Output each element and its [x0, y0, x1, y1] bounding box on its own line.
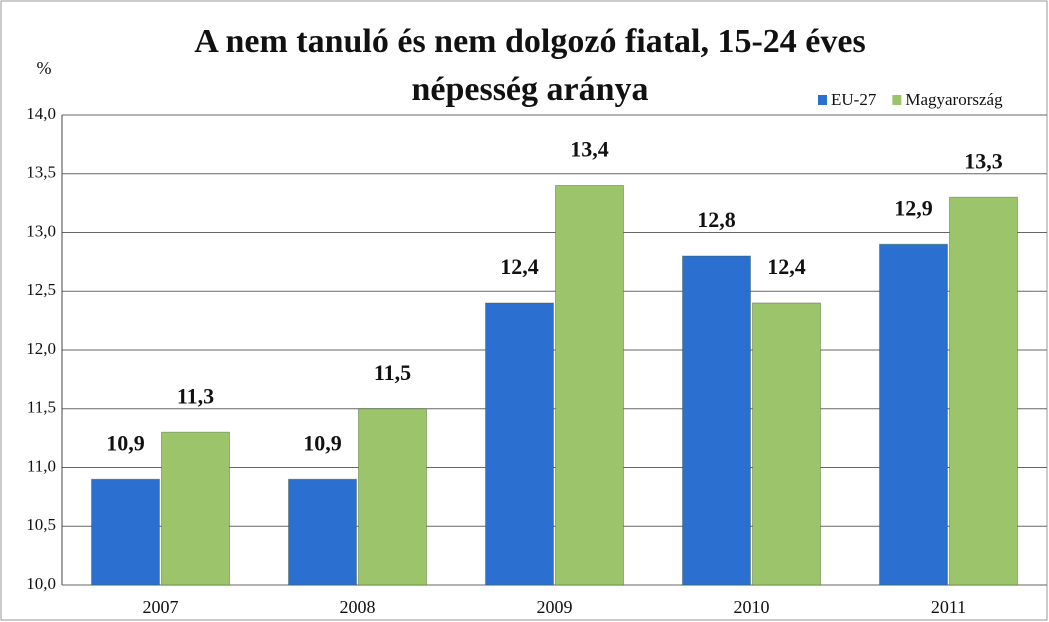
bar: [485, 302, 554, 586]
value-label: 12,9: [894, 195, 933, 220]
value-label: 12,4: [767, 254, 806, 279]
chart-title: A nem tanuló és nem dolgozó fiatal, 15-2…: [194, 23, 866, 108]
value-label: 10,9: [303, 430, 342, 455]
legend-label: Magyarország: [905, 90, 1003, 109]
x-tick-label: 2009: [537, 597, 573, 617]
bar: [879, 243, 948, 586]
y-tick-label: 12,5: [26, 280, 56, 299]
value-label: 12,8: [697, 207, 736, 232]
y-tick-label: 12,0: [26, 339, 56, 358]
legend-swatch: [818, 95, 827, 105]
y-tick-label: 11,5: [27, 398, 56, 417]
x-tick-label: 2011: [931, 597, 966, 617]
bar: [288, 478, 357, 586]
value-label: 13,4: [570, 137, 609, 162]
y-tick-label: 14,0: [26, 104, 56, 123]
bar: [161, 431, 230, 586]
bar: [949, 196, 1018, 586]
x-tick-label: 2008: [340, 597, 376, 617]
legend-label: EU-27: [831, 90, 877, 109]
y-tick-label: 13,0: [26, 221, 56, 240]
y-tick-label: 10,5: [26, 515, 56, 534]
bar: [358, 408, 427, 586]
bar: [91, 478, 160, 586]
value-label: 10,9: [106, 430, 145, 455]
x-tick-label: 2007: [143, 597, 179, 617]
value-label: 12,4: [500, 254, 539, 279]
bar: [682, 255, 751, 586]
y-axis-label: %: [37, 58, 52, 78]
y-tick-label: 11,0: [27, 456, 56, 475]
value-label: 11,3: [177, 383, 214, 408]
value-label: 11,5: [374, 360, 411, 385]
y-tick-label: 13,5: [26, 163, 56, 182]
value-label: 13,3: [964, 148, 1003, 173]
bar: [752, 302, 821, 586]
y-tick-label: 10,0: [26, 574, 56, 593]
bar: [555, 185, 624, 586]
x-tick-label: 2010: [734, 597, 770, 617]
legend-swatch: [892, 95, 902, 105]
